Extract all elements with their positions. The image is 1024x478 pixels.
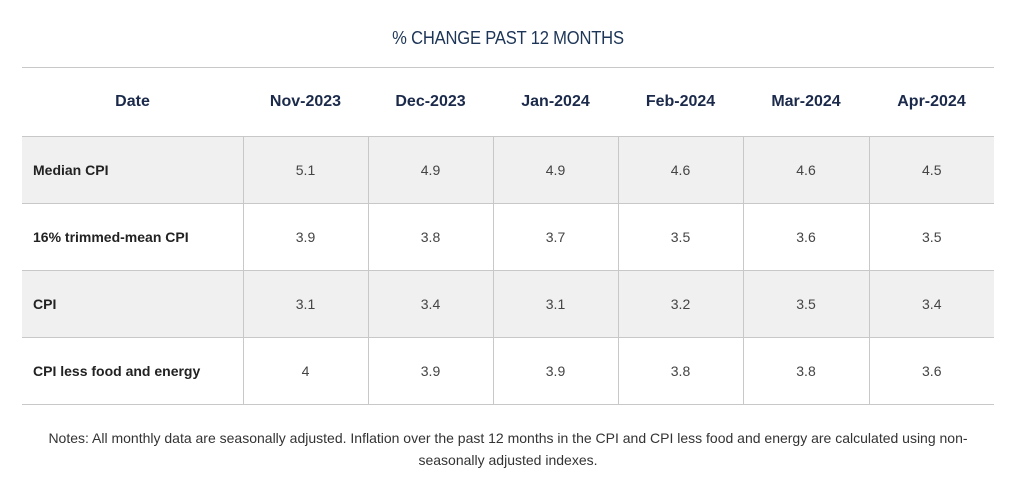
table-cell: 4.5 (868, 136, 994, 204)
table-cell: 3.5 (868, 203, 994, 271)
table-cell: 3.5 (742, 270, 869, 338)
table-cell: 3.7 (492, 203, 618, 271)
header-row: Date Nov-2023 Dec-2023 Jan-2024 Feb-2024… (22, 67, 994, 137)
table-cell: 3.1 (242, 270, 368, 338)
table-cell: 3.6 (868, 337, 994, 405)
header-month: Apr-2024 (869, 67, 994, 137)
table-cell: 3.1 (492, 270, 618, 338)
table-cell: 4.9 (367, 136, 493, 204)
table-cell: 3.9 (492, 337, 618, 405)
table-cell: 4.6 (742, 136, 869, 204)
table-title: % CHANGE PAST 12 MONTHS (392, 28, 624, 48)
header-month: Nov-2023 (243, 67, 368, 137)
table-cell: 3.8 (617, 337, 743, 405)
table-cell: 3.4 (868, 270, 994, 338)
row-label: 16% trimmed-mean CPI (22, 203, 243, 271)
row-label: CPI (22, 270, 243, 338)
table-cell: 4.9 (492, 136, 618, 204)
table-notes: Notes: All monthly data are seasonally a… (48, 430, 968, 468)
table-row: 16% trimmed-mean CPI 3.9 3.8 3.7 3.5 3.6… (22, 203, 994, 271)
table-cell: 3.2 (617, 270, 743, 338)
table-row: CPI less food and energy 4 3.9 3.9 3.8 3… (22, 337, 994, 405)
table-cell: 4.6 (617, 136, 743, 204)
cpi-table: Date Nov-2023 Dec-2023 Jan-2024 Feb-2024… (22, 67, 994, 405)
header-month: Mar-2024 (743, 67, 869, 137)
table-cell: 3.4 (367, 270, 493, 338)
table-cell: 3.9 (367, 337, 493, 405)
row-label: Median CPI (22, 136, 243, 204)
table-cell: 4 (242, 337, 368, 405)
table-cell: 3.6 (742, 203, 869, 271)
row-label: CPI less food and energy (22, 337, 243, 405)
header-month: Jan-2024 (493, 67, 618, 137)
table-cell: 3.8 (367, 203, 493, 271)
table-cell: 3.8 (742, 337, 869, 405)
table-row: CPI 3.1 3.4 3.1 3.2 3.5 3.4 (22, 270, 994, 338)
table-cell: 3.9 (242, 203, 368, 271)
table-row: Median CPI 5.1 4.9 4.9 4.6 4.6 4.5 (22, 136, 994, 204)
header-date: Date (22, 67, 243, 137)
table-cell: 3.5 (617, 203, 743, 271)
header-month: Dec-2023 (368, 67, 493, 137)
header-month: Feb-2024 (618, 67, 743, 137)
table-cell: 5.1 (242, 136, 368, 204)
